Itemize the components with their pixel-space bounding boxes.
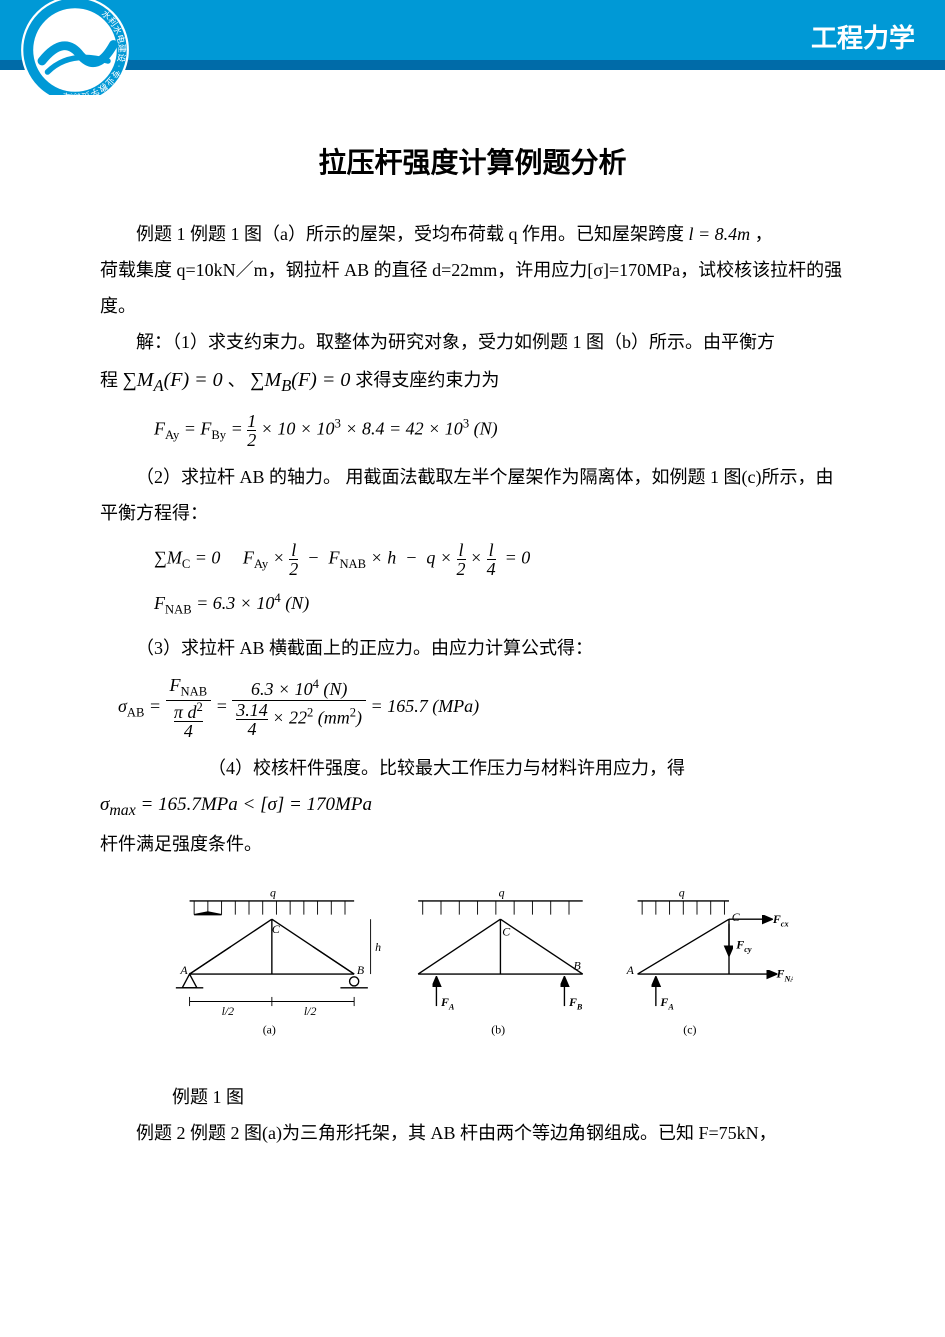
svg-text:B: B: [573, 958, 580, 972]
figure-caption: 例题 1 图: [100, 1079, 845, 1115]
svg-text:q: q: [270, 885, 276, 899]
para-1: 例题 1 例题 1 图（a）所示的屋架，受均布荷载 q 作用。已知屋架跨度 l …: [100, 216, 845, 252]
svg-text:FB: FB: [568, 995, 583, 1012]
svg-text:A: A: [625, 963, 634, 977]
page-body: 拉压杆强度计算例题分析 例题 1 例题 1 图（a）所示的屋架，受均布荷载 q …: [0, 95, 945, 1211]
para-4: （2）求拉杆 AB 的轴力。 用截面法截取左半个屋架作为隔离体，如例题 1 图(…: [100, 459, 845, 531]
p1c: ，: [755, 224, 773, 244]
course-title: 工程力学: [811, 18, 915, 55]
para-6: （4）校核杆件强度。比较最大工作压力与材料许用应力，得: [100, 750, 845, 786]
svg-text:C: C: [502, 925, 511, 939]
para-3a: 解：（1）求支约束力。取整体为研究对象，受力如例题 1 图（b）所示。由平衡方: [100, 324, 845, 360]
svg-text:(b): (b): [491, 1022, 505, 1036]
svg-text:(c): (c): [683, 1022, 696, 1036]
svg-text:A: A: [179, 963, 188, 977]
svg-text:C: C: [271, 922, 280, 936]
p1b: l = 8.4m: [689, 224, 751, 244]
p3b: 程: [100, 370, 118, 390]
para-7: 杆件满足强度条件。: [100, 826, 845, 862]
p1a: 例题 1 例题 1 图（a）所示的屋架，受均布荷载 q 作用。已知屋架跨度: [136, 224, 684, 244]
p3d: 求得支座约束力为: [355, 370, 499, 390]
figure-1: q C A B h: [100, 882, 845, 1069]
eq-sigma: σAB = FNAB π d2 4 = 6.3 × 104 (N) 3.14 4…: [100, 676, 845, 739]
page-header: 水利水电建设 · 专业教学资源库 工程力学: [0, 0, 945, 95]
svg-text:Fcx: Fcx: [771, 912, 788, 929]
para-8: 例题 2 例题 2 图(a)为三角形托架，其 AB 杆由两个等边角钢组成。已知 …: [100, 1115, 845, 1151]
eq-FA: FAy = FBy = 1 2 × 10 × 103 × 8.4 = 42 × …: [100, 412, 845, 449]
svg-text:FNAB: FNAB: [775, 967, 792, 984]
para-3-line2: 程 ∑MA(F) = 0 、 ∑MB(F) = 0 求得支座约束力为: [100, 360, 845, 402]
svg-text:Fcy: Fcy: [735, 937, 752, 954]
svg-text:q: q: [498, 885, 504, 899]
eq-check: σmax = 165.7MPa < [σ] = 170MPa: [100, 786, 845, 826]
svg-text:(a): (a): [262, 1022, 275, 1036]
p3c: 、: [228, 370, 246, 390]
svg-text:l/2: l/2: [221, 1004, 234, 1018]
doc-title: 拉压杆强度计算例题分析: [100, 135, 845, 191]
svg-text:C: C: [731, 910, 740, 924]
site-logo: 水利水电建设 · 专业教学资源库: [20, 0, 130, 95]
eq-FNAB: FNAB = 6.3 × 104 (N): [100, 588, 845, 620]
eq-MC: ∑MC = 0 FAy × l2 − FNAB × h − q × l2 × l…: [100, 541, 845, 578]
svg-text:FA: FA: [659, 995, 674, 1012]
para-5: （3）求拉杆 AB 横截面上的正应力。由应力计算公式得：: [100, 630, 845, 666]
header-band-top: [0, 0, 945, 60]
header-band-stripe: [0, 60, 945, 70]
svg-text:l/2: l/2: [303, 1004, 316, 1018]
svg-text:h: h: [375, 940, 381, 954]
svg-text:q: q: [678, 885, 684, 899]
svg-text:FA: FA: [440, 995, 455, 1012]
para-2: 荷载集度 q=10kN／m，钢拉杆 AB 的直径 d=22mm，许用应力[σ]=…: [100, 252, 845, 324]
svg-text:B: B: [356, 963, 363, 977]
